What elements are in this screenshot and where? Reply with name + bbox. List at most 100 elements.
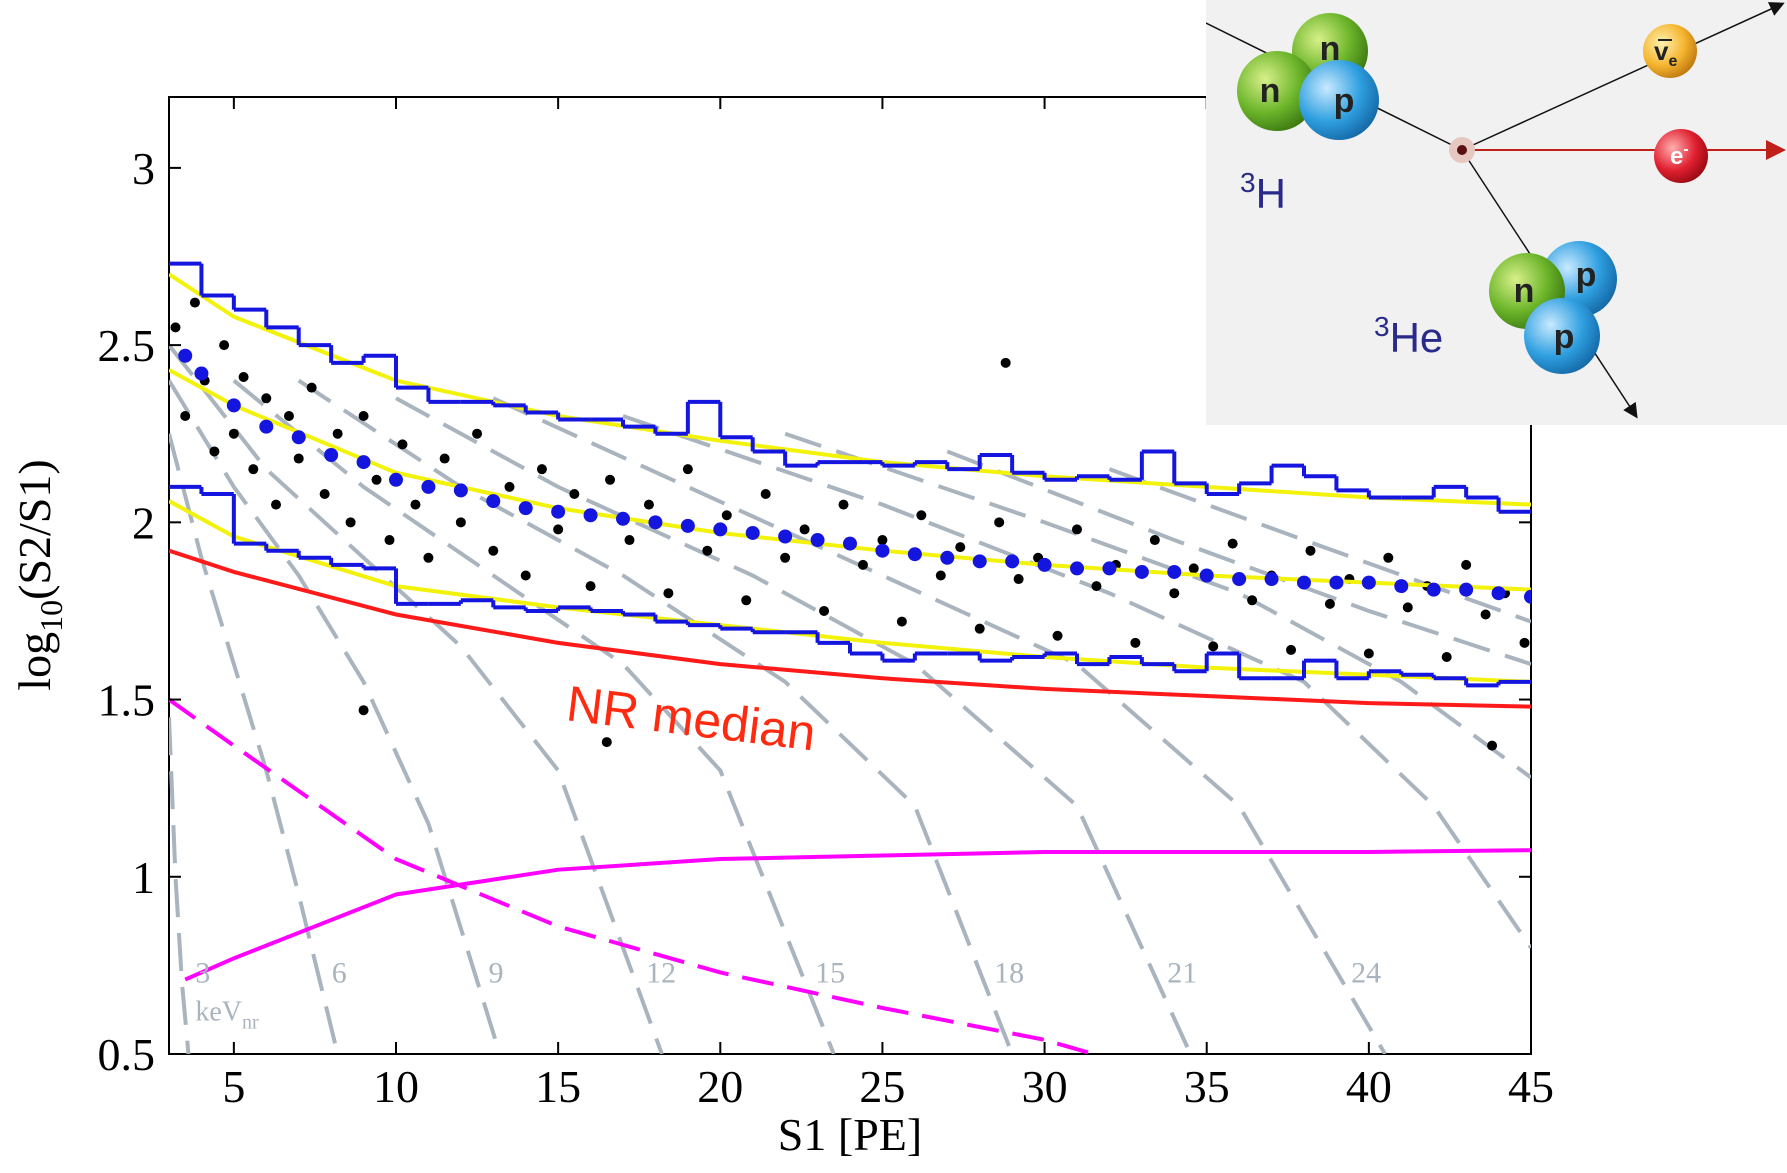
median-point xyxy=(907,547,922,562)
x-tick-label: 40 xyxy=(1346,1061,1392,1112)
antineutrino-label: ve xyxy=(1654,36,1677,70)
event-point xyxy=(219,340,230,351)
energy-contour xyxy=(169,433,340,1054)
median-point xyxy=(291,430,306,445)
event-point xyxy=(261,393,272,404)
event-point xyxy=(520,570,531,581)
energy-contour xyxy=(169,717,191,1054)
event-point xyxy=(228,428,239,439)
median-point xyxy=(324,447,339,462)
event-point xyxy=(1013,574,1024,585)
median-point xyxy=(1297,575,1311,590)
median-point xyxy=(1134,564,1149,579)
median-point xyxy=(453,483,468,498)
vertex-core xyxy=(1457,145,1467,155)
median-point xyxy=(680,518,695,533)
event-point xyxy=(319,488,330,499)
energy-contour xyxy=(395,396,1193,1054)
event-point xyxy=(819,605,830,616)
event-point xyxy=(1461,559,1472,570)
median-point xyxy=(648,515,663,530)
element: He xyxy=(1390,314,1444,361)
x-tick-label: 45 xyxy=(1508,1061,1554,1112)
event-point xyxy=(643,499,654,510)
median-point xyxy=(1232,572,1247,587)
x-tick-label: 20 xyxy=(697,1061,743,1112)
unit-sub: nr xyxy=(242,1011,259,1033)
event-point xyxy=(624,535,635,546)
median-point xyxy=(1459,582,1474,597)
median-point xyxy=(843,536,857,551)
median-point xyxy=(226,398,241,413)
energy-label: 3 xyxy=(195,956,210,989)
x-tick-label: 35 xyxy=(1184,1061,1230,1112)
event-point xyxy=(585,581,596,592)
curve xyxy=(169,272,1531,507)
event-point xyxy=(1363,648,1374,659)
event-point xyxy=(271,499,282,510)
median-point xyxy=(551,504,566,519)
nucleon-label: p xyxy=(1576,256,1597,294)
median-point xyxy=(940,550,955,565)
event-point xyxy=(472,428,483,439)
event-point xyxy=(170,322,181,333)
event-point xyxy=(799,524,810,535)
proton xyxy=(1299,60,1379,140)
neutron xyxy=(1237,51,1317,131)
event-point xyxy=(1188,563,1199,574)
event-point xyxy=(358,705,369,716)
energy-label: 24 xyxy=(1351,956,1381,989)
median-point xyxy=(1329,575,1344,590)
event-point xyxy=(1383,552,1394,563)
curve xyxy=(169,697,1094,1054)
event-point xyxy=(741,595,752,606)
plot-area xyxy=(169,261,1531,1054)
median-point xyxy=(178,348,193,363)
event-point xyxy=(760,488,771,499)
event-point xyxy=(209,446,220,457)
decay-diagram: n n p 3H n p p 3He ve e- xyxy=(1206,0,1787,425)
event-point xyxy=(189,297,200,308)
median-point xyxy=(194,366,209,381)
event-point xyxy=(1247,595,1258,606)
event-point xyxy=(1000,357,1011,368)
antineutrino-track xyxy=(1461,2,1785,151)
superscript: - xyxy=(1683,141,1688,158)
event-point xyxy=(663,588,674,599)
energy-contour xyxy=(232,379,836,1054)
energy-label: 9 xyxy=(489,956,504,989)
x-tick-label: 10 xyxy=(373,1061,419,1112)
event-point xyxy=(682,464,693,475)
event-point xyxy=(857,559,868,570)
event-point xyxy=(423,552,434,563)
mass-number: 3 xyxy=(1240,167,1256,198)
curve xyxy=(184,848,1531,982)
energy-contour xyxy=(1108,467,1531,624)
energy-contour xyxy=(784,431,1531,780)
event-point xyxy=(345,517,356,528)
event-point xyxy=(455,517,466,528)
median-point xyxy=(1264,572,1279,587)
x-tick-label: 30 xyxy=(1022,1061,1068,1112)
energy-label: 6 xyxy=(332,956,347,989)
y-tick-label: 1.5 xyxy=(98,675,156,726)
antineutrino xyxy=(1643,24,1697,78)
event-point xyxy=(1487,740,1498,751)
event-point xyxy=(1091,581,1102,592)
event-point xyxy=(1324,598,1335,609)
median-point xyxy=(616,511,630,526)
y-label-sub: 10 xyxy=(33,600,69,632)
event-point xyxy=(358,411,369,421)
median-point xyxy=(1524,589,1531,604)
event-point xyxy=(1480,609,1491,620)
event-point xyxy=(397,439,408,450)
event-point xyxy=(1402,602,1413,613)
median-point xyxy=(1070,561,1084,576)
curve xyxy=(169,368,1531,592)
curve xyxy=(169,548,1531,709)
event-point xyxy=(306,382,317,393)
median-point xyxy=(1037,557,1052,572)
event-point xyxy=(955,542,966,553)
energy-contour xyxy=(492,396,1387,1054)
